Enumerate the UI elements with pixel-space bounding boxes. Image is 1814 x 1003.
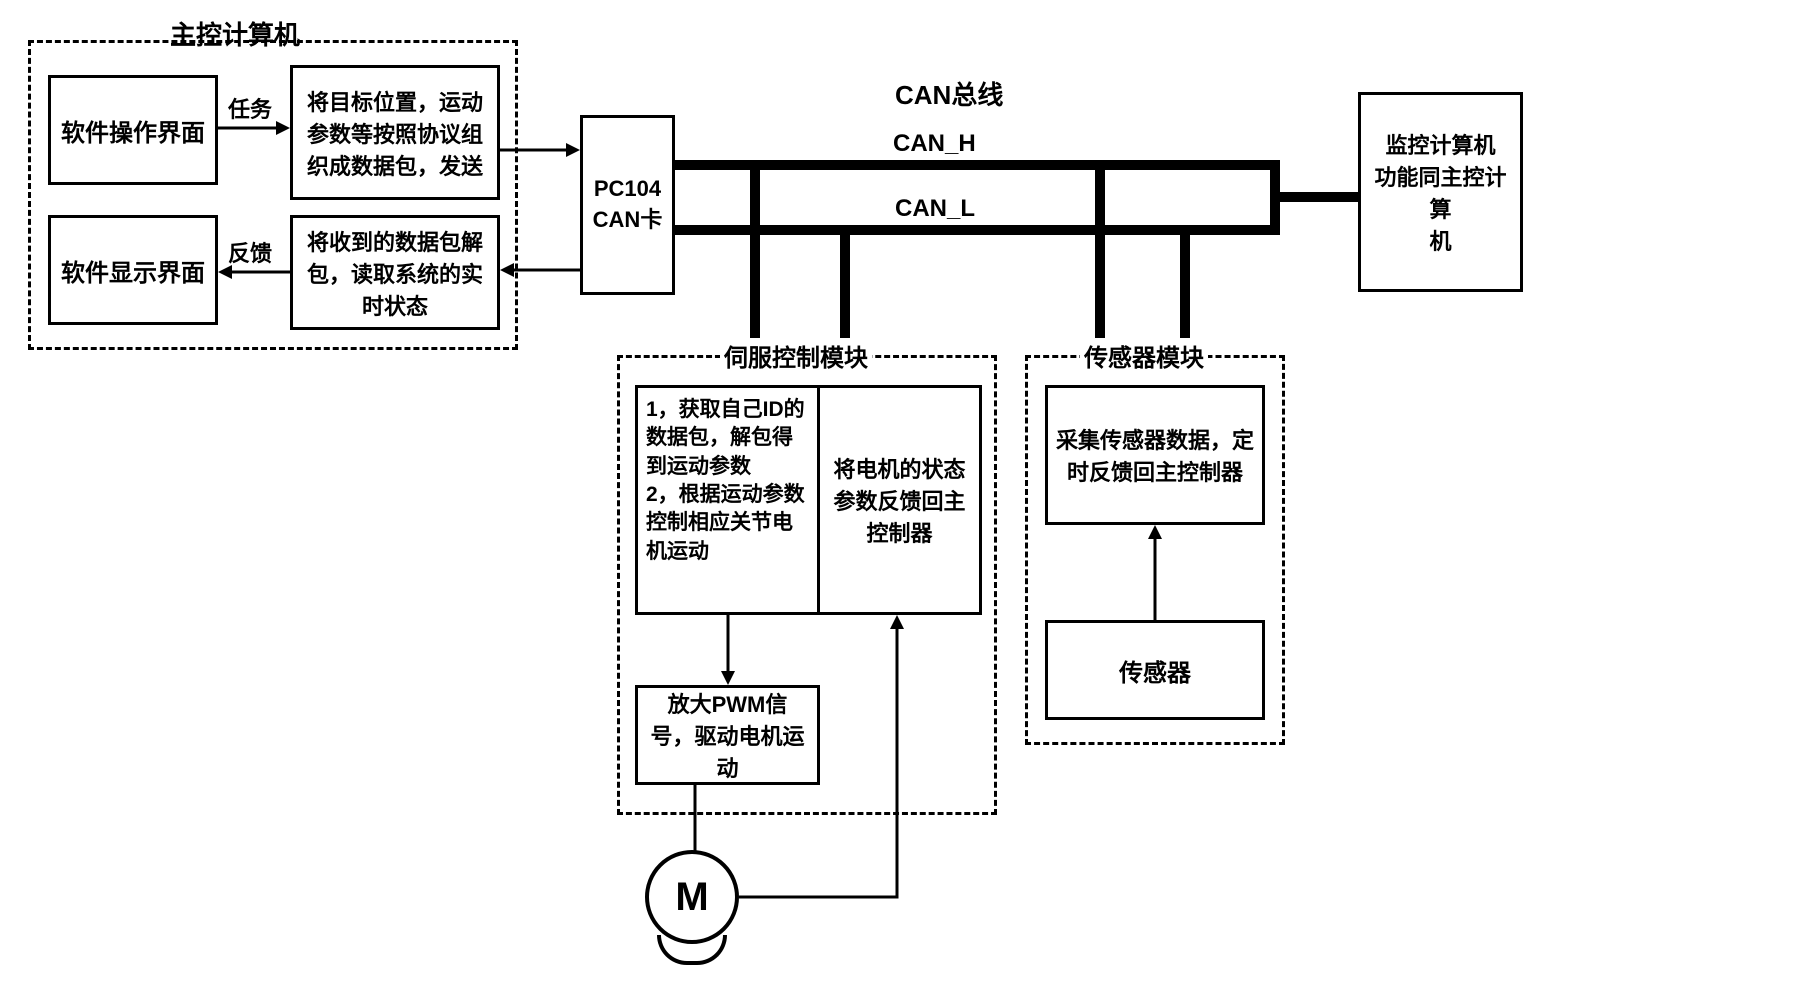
pc104-box: PC104 CAN卡 [580, 115, 675, 295]
motor-text: M [675, 875, 708, 920]
servo-left-text: 1，获取自己ID的数据包，解包得到运动参数 2，根据运动参数控制相应关节电机运动 [646, 396, 809, 566]
sensor-drop-1 [1095, 160, 1105, 355]
motor-circle: M [645, 850, 739, 944]
task-label: 任务 [228, 92, 272, 124]
sensor-bot-text: 传感器 [1119, 653, 1191, 688]
sensor-bot-box: 传感器 [1045, 620, 1265, 720]
pack-text: 将目标位置，运动参数等按照协议组织成数据包，发送 [301, 85, 489, 181]
monitor-line-join [1270, 192, 1360, 202]
sensor-up-arrow [1145, 525, 1165, 620]
servo-right-box: 将电机的状态参数反馈回主控制器 [817, 385, 982, 615]
servo-title: 伺服控制模块 [720, 338, 872, 373]
sw-disp-box: 软件显示界面 [48, 215, 218, 325]
master-title: 主控计算机 [170, 15, 300, 52]
sw-op-text: 软件操作界面 [61, 113, 205, 148]
sw-op-box: 软件操作界面 [48, 75, 218, 185]
monitor-box: 监控计算机 功能同主控计算 机 [1358, 92, 1523, 292]
monitor-text: 监控计算机 功能同主控计算 机 [1369, 128, 1512, 256]
servo-to-pwm-arrow [718, 615, 738, 685]
pwm-to-motor-line [685, 785, 705, 853]
pack-box: 将目标位置，运动参数等按照协议组织成数据包，发送 [290, 65, 500, 200]
bus-title: CAN总线 [895, 75, 1003, 112]
pc104-to-unpack-arrow [500, 260, 580, 280]
unpack-box: 将收到的数据包解包，读取系统的实时状态 [290, 215, 500, 330]
sw-disp-text: 软件显示界面 [61, 253, 205, 288]
sensor-title: 传感器模块 [1080, 338, 1208, 373]
can-h-line [675, 160, 1280, 170]
unpack-text: 将收到的数据包解包，读取系统的实时状态 [301, 225, 489, 321]
servo-right-text: 将电机的状态参数反馈回主控制器 [828, 452, 971, 548]
feedback-label: 反馈 [228, 236, 272, 268]
sensor-drop-2 [1180, 225, 1190, 355]
motor-feedback-arrow [739, 615, 919, 905]
sensor-top-box: 采集传感器数据，定时反馈回主控制器 [1045, 385, 1265, 525]
can-l-label: CAN_L [895, 195, 975, 223]
pack-to-pc104-arrow [500, 140, 580, 160]
servo-left-box: 1，获取自己ID的数据包，解包得到运动参数 2，根据运动参数控制相应关节电机运动 [635, 385, 820, 615]
servo-drop-1 [750, 160, 760, 355]
can-h-label: CAN_H [893, 130, 976, 158]
sensor-top-text: 采集传感器数据，定时反馈回主控制器 [1056, 423, 1254, 487]
pc104-text: PC104 CAN卡 [593, 176, 663, 234]
servo-drop-2 [840, 225, 850, 355]
